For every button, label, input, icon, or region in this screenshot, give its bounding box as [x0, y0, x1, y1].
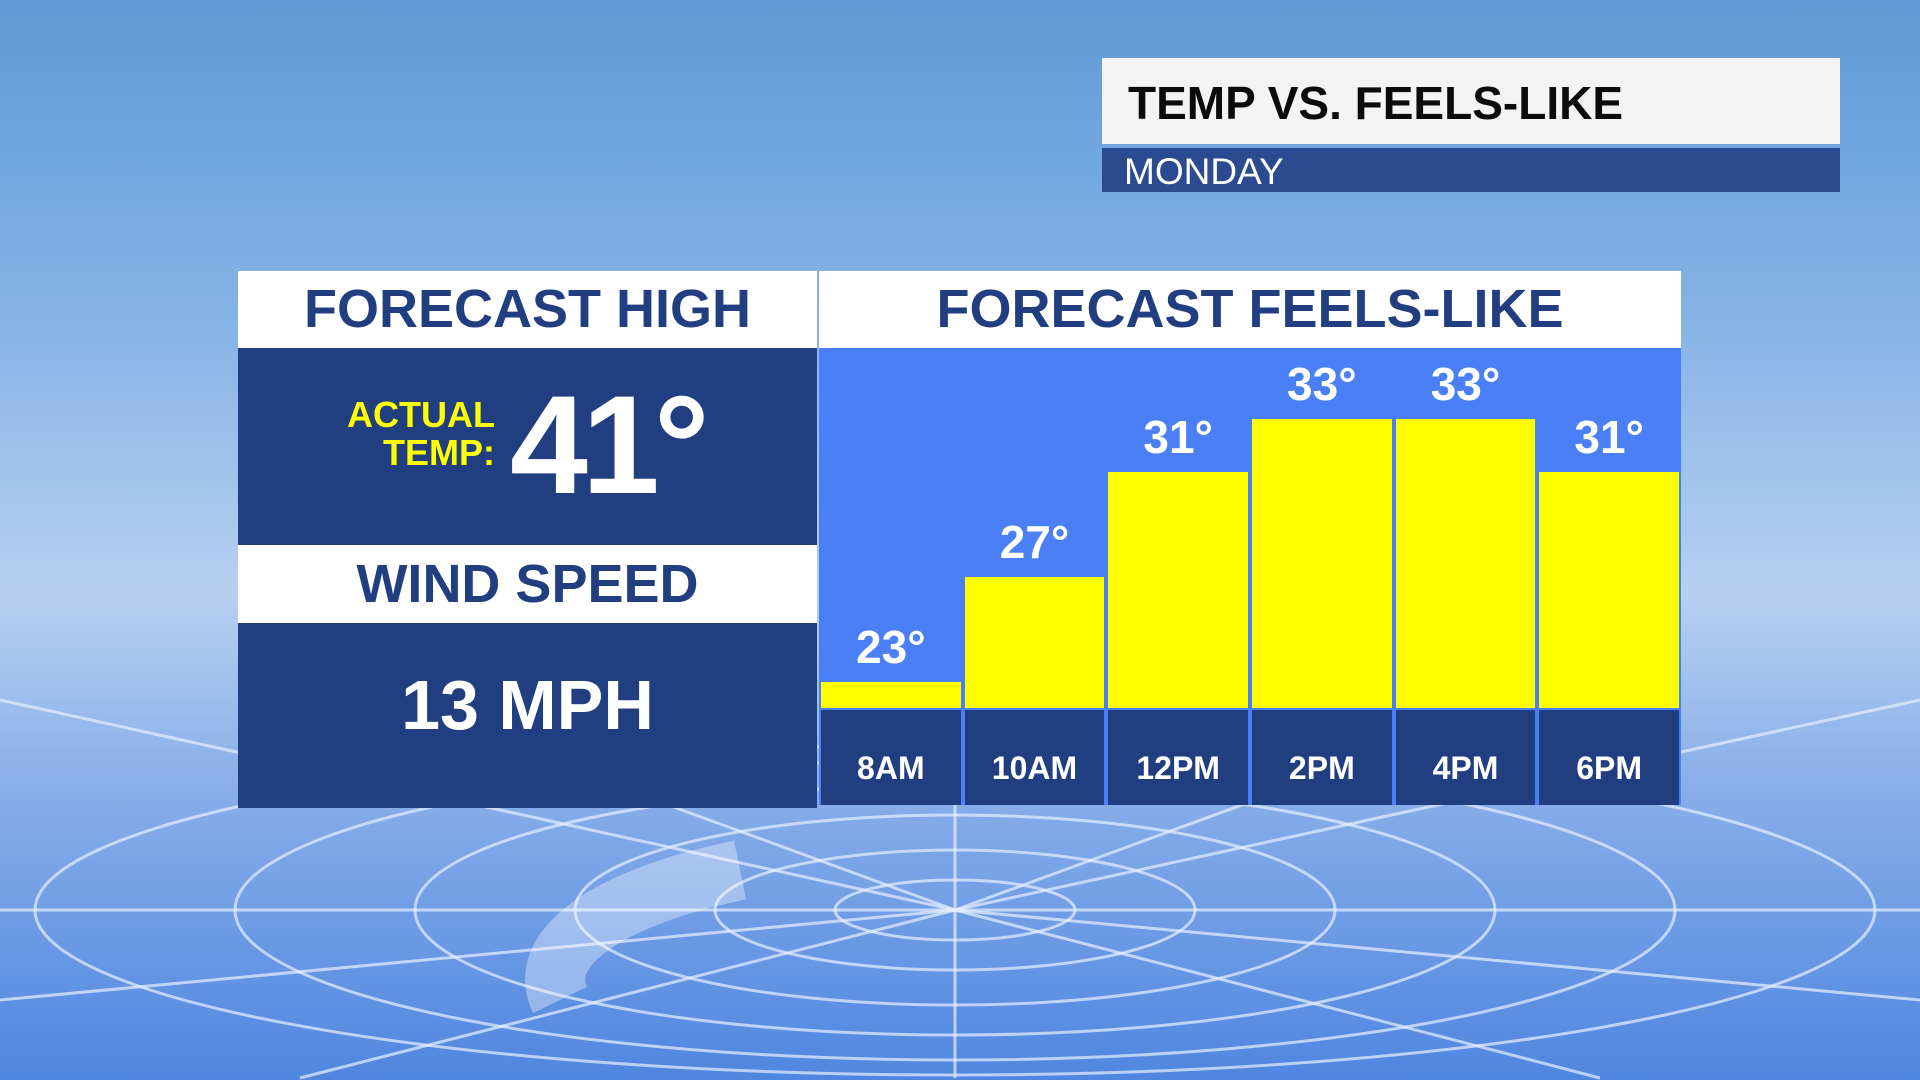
feels-like-bar: [964, 576, 1105, 708]
actual-label-line2: TEMP:: [383, 432, 495, 473]
actual-label-line1: ACTUAL: [347, 394, 495, 435]
forecast-high-header: FORECAST HIGH: [238, 271, 817, 348]
time-label: 6PM: [1539, 710, 1679, 805]
wind-speed-header: WIND SPEED: [238, 545, 817, 623]
bar-column: 33° 4PM: [1395, 348, 1536, 805]
time-label: 4PM: [1395, 710, 1536, 805]
bar-column: 31° 12PM: [1108, 348, 1248, 805]
time-label: 10AM: [964, 710, 1105, 805]
wind-speed-value: 13 MPH: [401, 666, 654, 744]
feels-like-bar: [1539, 471, 1679, 708]
bar-value-label: 33°: [1287, 357, 1357, 410]
bar-column: 31° 6PM: [1539, 348, 1679, 805]
time-label: 8AM: [821, 710, 961, 805]
bar-value-label: 23°: [856, 620, 926, 673]
bar-value-label: 27°: [999, 515, 1070, 568]
bar-value-label: 31°: [1574, 410, 1644, 463]
actual-temp-value: 41°: [510, 366, 710, 523]
time-label: 2PM: [1252, 710, 1392, 805]
chart-title: FORECAST FEELS-LIKE: [819, 271, 1681, 348]
actual-temp-label: ACTUAL TEMP:: [347, 396, 495, 472]
bar-value-label: 31°: [1143, 410, 1213, 463]
actual-temp-panel: ACTUAL TEMP: 41°: [238, 348, 817, 545]
wind-speed-panel: 13 MPH: [238, 623, 817, 808]
feels-like-bar: [1252, 418, 1392, 708]
bar-column: 23° 8AM: [821, 348, 961, 805]
bar-value-label: 33°: [1430, 357, 1501, 410]
time-label: 12PM: [1108, 710, 1248, 805]
feels-like-bar: [821, 681, 961, 708]
feels-like-chart: 23° 8AM 27° 10AM 31° 12PM 33° 2PM 33° 4PM 31° 6PM: [819, 348, 1681, 805]
day-label: MONDAY: [1124, 151, 1284, 192]
feels-like-bar: [1108, 471, 1248, 708]
bar-column: 27° 10AM: [964, 348, 1105, 805]
feels-like-bar: [1395, 418, 1536, 708]
title-box: TEMP VS. FEELS-LIKE: [1102, 58, 1840, 144]
day-banner: MONDAY: [1102, 148, 1840, 192]
graphic-title: TEMP VS. FEELS-LIKE: [1128, 77, 1623, 129]
bar-column: 33° 2PM: [1252, 348, 1392, 805]
